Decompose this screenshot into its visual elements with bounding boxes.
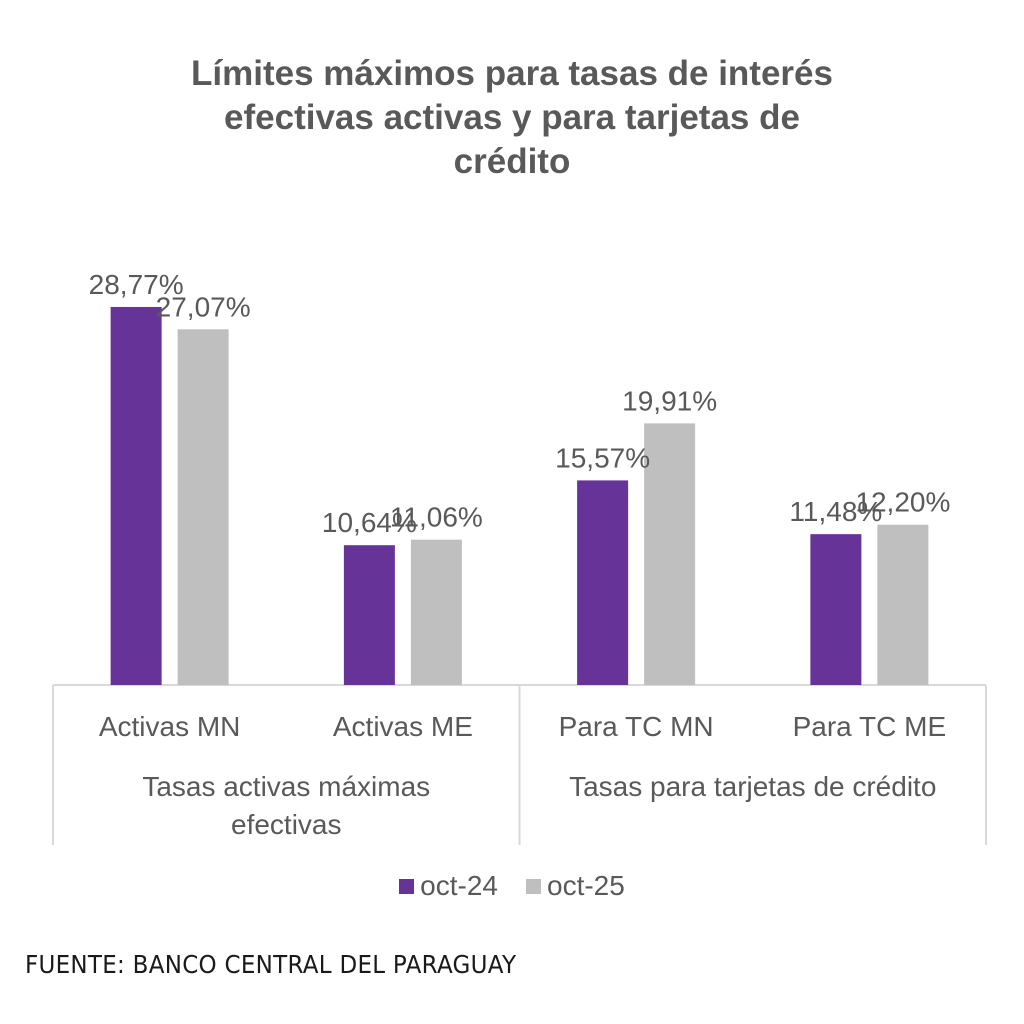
category-label-2: Para TC MN bbox=[559, 711, 714, 742]
bar-oct-25-2[interactable] bbox=[644, 423, 696, 685]
data-label-oct-24-2: 15,57% bbox=[555, 442, 650, 473]
legend-swatch-oct-24 bbox=[399, 878, 415, 894]
legend-item-oct-24[interactable]: oct-24 bbox=[399, 870, 498, 902]
data-label-oct-25-2: 19,91% bbox=[622, 385, 717, 416]
data-labels: 28,77%27,07% 10,64%11,06% 15,57% 19,91% 11,4… bbox=[89, 269, 951, 538]
chart-title-line-3: crédito bbox=[453, 142, 571, 181]
data-label-oct-25-1: 11,06% bbox=[390, 502, 483, 533]
data-label-oct-24-0: 28,77% bbox=[89, 269, 184, 300]
bar-oct-24-3[interactable] bbox=[810, 534, 862, 685]
group-label-0-line-0: Tasas activas máximas bbox=[142, 771, 430, 802]
category-labels: Activas MN Activas ME Para TC MN Para TC ME… bbox=[99, 711, 946, 840]
bars bbox=[110, 306, 929, 685]
group-label-0-line-1: efectivas bbox=[231, 809, 342, 840]
axes bbox=[52, 684, 987, 845]
category-label-3: Para TC ME bbox=[793, 711, 947, 742]
chart-title: Límites máximos para tasas de interés ef… bbox=[0, 52, 1024, 184]
bar-oct-25-0[interactable] bbox=[177, 329, 229, 685]
category-label-1: Activas ME bbox=[333, 711, 473, 742]
bar-oct-24-2[interactable] bbox=[577, 480, 629, 685]
data-label-oct-25-0: 27,07% bbox=[156, 291, 251, 322]
bar-oct-24-0[interactable] bbox=[110, 306, 162, 685]
legend-swatch-oct-25 bbox=[526, 878, 541, 894]
source-note: FUENTE: BANCO CENTRAL DEL PARAGUAY bbox=[25, 950, 517, 979]
chart-title-line-1: Límites máximos para tasas de interés bbox=[191, 54, 833, 93]
bar-oct-25-3[interactable] bbox=[877, 524, 929, 685]
data-label-oct-24-1: 10,64% bbox=[322, 507, 417, 538]
chart-title-line-2: efectivas activas y para tarjetas de bbox=[224, 98, 800, 137]
data-label-oct-25-3: 12,20% bbox=[855, 487, 950, 518]
group-label-1-line-0: Tasas para tarjetas de crédito bbox=[569, 771, 936, 802]
category-label-0: Activas MN bbox=[99, 711, 241, 742]
legend-label-oct-25: oct-25 bbox=[547, 870, 625, 901]
legend-label-oct-24: oct-24 bbox=[420, 870, 498, 901]
bar-oct-25-1[interactable] bbox=[410, 539, 462, 685]
data-label-oct-24-3: 11,48% bbox=[789, 496, 882, 527]
legend-item-oct-25[interactable]: oct-25 bbox=[526, 870, 625, 902]
bar-oct-24-1[interactable] bbox=[343, 545, 395, 685]
legend: oct-24 oct-25 bbox=[0, 870, 1024, 902]
